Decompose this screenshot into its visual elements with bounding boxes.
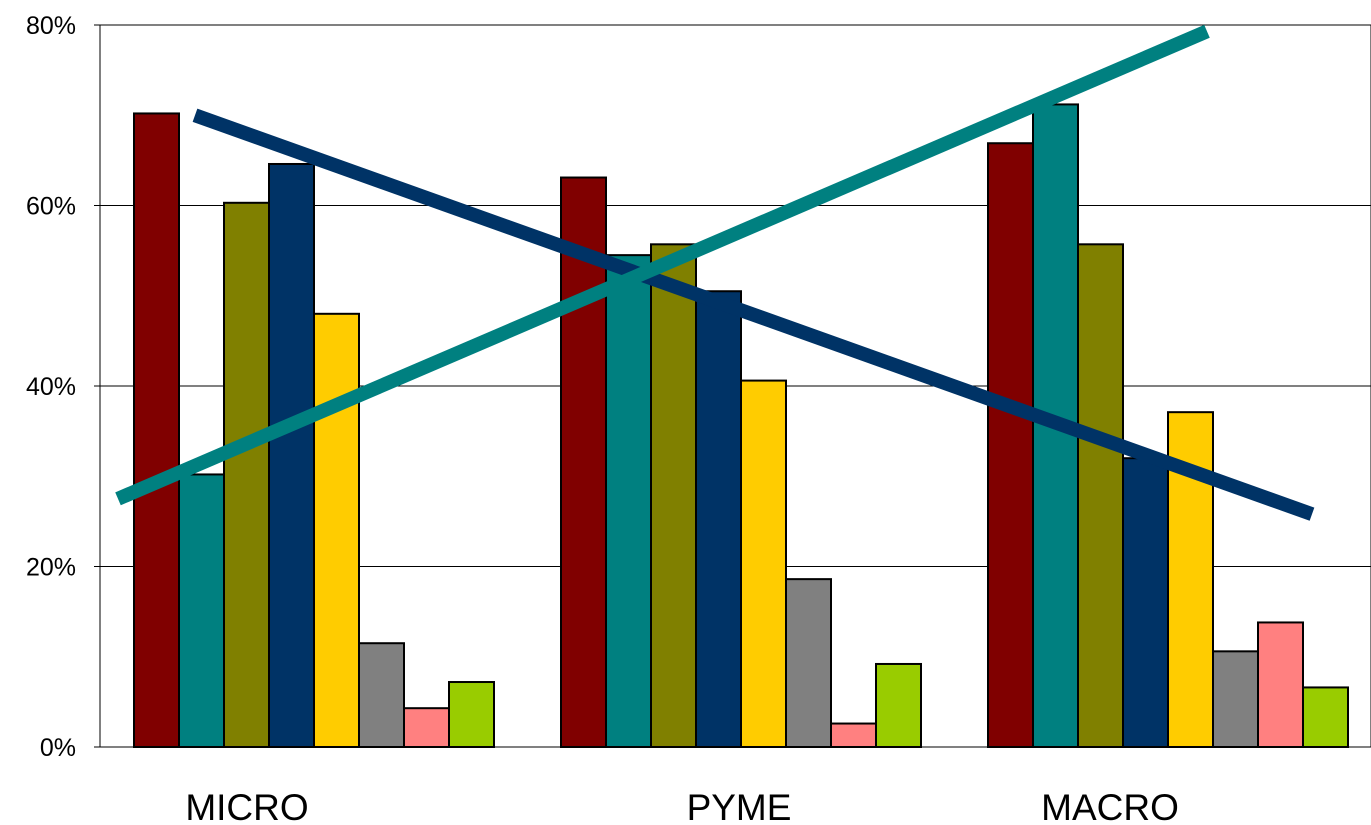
bar-macro-1	[987, 142, 1034, 749]
bar-layer	[133, 103, 1349, 749]
bar-macro-6	[1212, 650, 1259, 749]
bar-micro-5	[313, 312, 360, 748]
trend-line-2	[115, 24, 1210, 506]
bar-micro-8	[448, 681, 495, 749]
bar-macro-3	[1077, 243, 1124, 748]
bar-micro-7	[403, 707, 450, 749]
bar-pyme-1	[560, 176, 607, 748]
bar-pyme-4	[695, 290, 742, 748]
bar-pyme-2	[605, 254, 652, 748]
bar-micro-3	[223, 201, 270, 749]
y-tick-label: 60%	[26, 193, 76, 221]
y-tick-label: 40%	[26, 373, 76, 401]
x-category-label: MICRO	[185, 787, 308, 825]
trend-layer	[115, 24, 1315, 521]
bar-macro-8	[1302, 686, 1349, 748]
y-tick-label: 80%	[26, 12, 76, 40]
axis-layer	[94, 24, 100, 748]
bar-macro-7	[1257, 621, 1304, 749]
trend-line-1	[192, 108, 1315, 521]
bar-macro-4	[1122, 457, 1169, 748]
bar-pyme-5	[740, 379, 787, 748]
y-tick-label: 0%	[40, 734, 76, 762]
bar-pyme-3	[650, 243, 697, 748]
bar-micro-6	[358, 642, 405, 749]
bar-pyme-8	[875, 662, 922, 748]
bar-pyme-6	[785, 578, 832, 749]
bar-micro-2	[178, 473, 225, 748]
y-tick-label: 20%	[26, 554, 76, 582]
label-layer: 0% 20% 40% 60% 80% MICRO PYME MACRO	[26, 12, 1179, 825]
bar-micro-4	[268, 162, 315, 749]
x-category-label: MACRO	[1041, 787, 1179, 825]
bar-micro-1	[133, 112, 180, 748]
bar-pyme-7	[830, 722, 877, 748]
x-category-label: PYME	[687, 787, 792, 825]
